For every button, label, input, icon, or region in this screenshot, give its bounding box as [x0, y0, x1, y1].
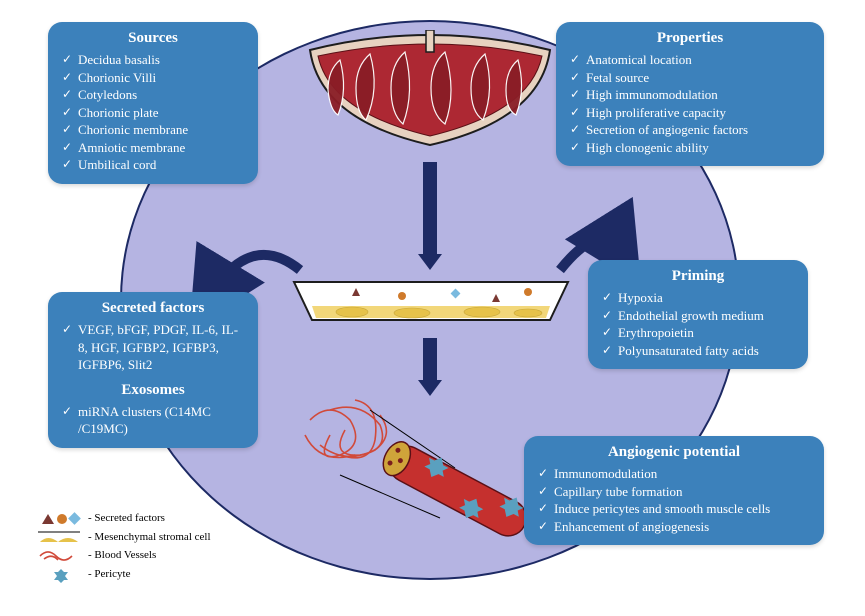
sources-list: Decidua basalisChorionic VilliCotyledons… [62, 51, 244, 174]
properties-list: Anatomical locationFetal sourceHigh immu… [570, 51, 810, 156]
list-item: Secretion of angiogenic factors [570, 121, 810, 139]
list-item: Fetal source [570, 69, 810, 87]
priming-title: Priming [602, 268, 794, 285]
list-item: Anatomical location [570, 51, 810, 69]
list-item: Decidua basalis [62, 51, 244, 69]
blood-vessels-icon [36, 549, 82, 563]
angiogenic-box: Angiogenic potential ImmunomodulationCap… [524, 436, 824, 545]
sources-box: Sources Decidua basalisChorionic VilliCo… [48, 22, 258, 184]
list-item: Cotyledons [62, 86, 244, 104]
list-item: VEGF, bFGF, PDGF, IL-6, IL-8, HGF, IGFBP… [62, 321, 244, 374]
list-item: Enhancement of angiogenesis [538, 518, 810, 536]
angiogenic-list: ImmunomodulationCapillary tube formation… [538, 465, 810, 535]
list-item: High proliferative capacity [570, 104, 810, 122]
priming-list: HypoxiaEndothelial growth mediumErythrop… [602, 289, 794, 359]
legend-vessels: Blood Vessels [36, 547, 211, 565]
list-item: Erythropoietin [602, 324, 794, 342]
pericyte-icon [36, 567, 82, 583]
legend-label: Secreted factors [88, 510, 165, 528]
list-item: Amniotic membrane [62, 139, 244, 157]
list-item: High immunomodulation [570, 86, 810, 104]
list-item: miRNA clusters (C14MC /C19MC) [62, 403, 244, 438]
legend-msc: Mesenchymal stromal cell [36, 529, 211, 547]
exosomes-title: Exosomes [62, 382, 244, 399]
legend-label: Blood Vessels [88, 547, 156, 565]
legend: Secreted factors Mesenchymal stromal cel… [36, 510, 211, 584]
list-item: Chorionic membrane [62, 121, 244, 139]
list-item: Chorionic plate [62, 104, 244, 122]
list-item: Umbilical cord [62, 156, 244, 174]
legend-label: Pericyte [88, 566, 130, 584]
legend-label: Mesenchymal stromal cell [88, 529, 211, 547]
secreted-title: Secreted factors [62, 300, 244, 317]
secreted-factors-icon [36, 512, 82, 526]
msc-icon [36, 530, 82, 544]
priming-box: Priming HypoxiaEndothelial growth medium… [588, 260, 808, 369]
properties-title: Properties [570, 30, 810, 47]
angiogenic-title: Angiogenic potential [538, 444, 810, 461]
secreted-list: VEGF, bFGF, PDGF, IL-6, IL-8, HGF, IGFBP… [62, 321, 244, 374]
list-item: High clonogenic ability [570, 139, 810, 157]
list-item: Polyunsaturated fatty acids [602, 342, 794, 360]
legend-secreted-factors: Secreted factors [36, 510, 211, 528]
list-item: Induce pericytes and smooth muscle cells [538, 500, 810, 518]
secreted-box: Secreted factors VEGF, bFGF, PDGF, IL-6,… [48, 292, 258, 448]
list-item: Chorionic Villi [62, 69, 244, 87]
list-item: Immunomodulation [538, 465, 810, 483]
legend-pericyte: Pericyte [36, 566, 211, 584]
properties-box: Properties Anatomical locationFetal sour… [556, 22, 824, 166]
list-item: Capillary tube formation [538, 483, 810, 501]
list-item: Endothelial growth medium [602, 307, 794, 325]
sources-title: Sources [62, 30, 244, 47]
exosomes-list: miRNA clusters (C14MC /C19MC) [62, 403, 244, 438]
list-item: Hypoxia [602, 289, 794, 307]
